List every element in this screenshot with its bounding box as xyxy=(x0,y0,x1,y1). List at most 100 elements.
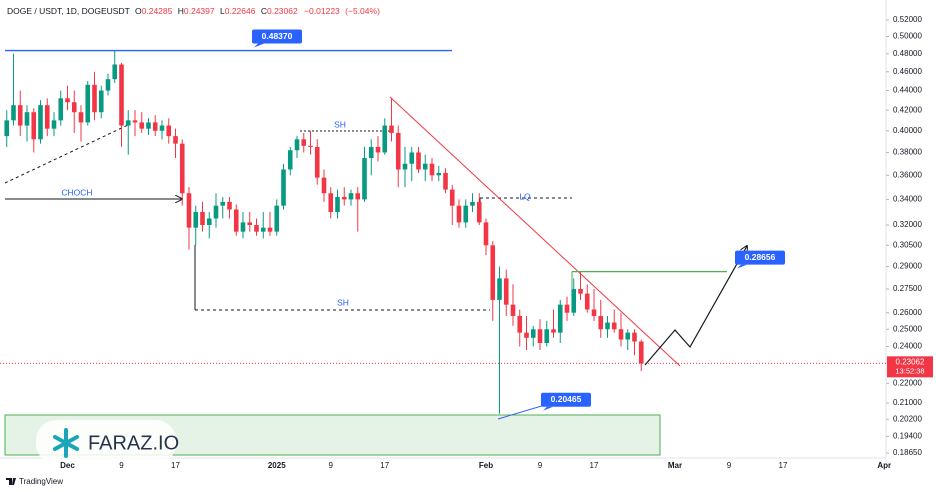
change: −0.01223 xyxy=(304,6,340,16)
y-tick-label: 0.24000 xyxy=(893,342,922,351)
x-tick-label: Mar xyxy=(668,461,682,470)
candle-body xyxy=(152,122,158,131)
x-tick-label: Dec xyxy=(60,461,75,470)
candle-body xyxy=(510,304,516,316)
candle-body xyxy=(17,105,23,126)
candle-body xyxy=(321,177,327,194)
symbol-title: DOGE / USDT, 1D, DOGEUSDT xyxy=(7,6,130,16)
level-label: 0.20465 xyxy=(551,394,582,404)
candle-body xyxy=(584,293,590,310)
ohlc-value: 0.24397 xyxy=(184,6,215,16)
candle-body xyxy=(503,278,509,305)
candle-body xyxy=(125,120,131,126)
candle-body xyxy=(4,120,10,137)
candle-body xyxy=(213,205,219,219)
candle-body xyxy=(71,102,77,113)
candle-body xyxy=(24,112,30,126)
level-label-tail xyxy=(254,43,264,48)
candle-body xyxy=(314,146,320,178)
watermark-icon xyxy=(53,428,79,458)
candle-body xyxy=(490,245,496,300)
candle-body xyxy=(166,125,172,137)
candle-body xyxy=(483,222,489,246)
candle-body xyxy=(146,122,151,129)
level-label-box xyxy=(735,250,785,265)
watermark-bg xyxy=(36,420,176,464)
annotation: SH xyxy=(337,297,349,307)
trendline xyxy=(389,96,681,367)
x-tick-label: 9 xyxy=(329,461,334,470)
candle-body xyxy=(463,205,469,223)
candle-body xyxy=(193,212,199,228)
candle-body xyxy=(389,125,394,133)
y-tick-label: 0.48000 xyxy=(893,49,922,58)
candle-body xyxy=(497,278,502,300)
candle-body xyxy=(260,227,266,232)
candle-body xyxy=(112,64,118,80)
candle-body xyxy=(119,64,124,126)
candle-body xyxy=(38,105,43,140)
x-tick-label: Apr xyxy=(877,461,891,470)
candle-body xyxy=(544,329,550,343)
y-tick-label: 0.38000 xyxy=(893,148,922,157)
ohlc-label: H xyxy=(178,6,184,16)
label-connector xyxy=(497,404,546,420)
candle-body xyxy=(625,332,631,340)
price-tag-countdown: 13:52:38 xyxy=(895,366,924,375)
candle-body xyxy=(105,79,111,91)
x-tick-label: 9 xyxy=(119,461,124,470)
candle-body xyxy=(247,222,253,226)
x-tick-label: 17 xyxy=(380,461,389,470)
candle-body xyxy=(530,329,536,338)
candle-body xyxy=(395,132,401,170)
candle-body xyxy=(578,289,583,294)
candle-body xyxy=(571,289,577,313)
candle-body xyxy=(416,152,421,170)
x-tick-label: 2025 xyxy=(268,461,286,470)
footer-text: TradingView xyxy=(19,477,63,486)
candle-body xyxy=(355,193,361,200)
candle-body xyxy=(335,196,340,213)
candle-body xyxy=(11,105,16,121)
candle-body xyxy=(362,158,367,200)
candle-body xyxy=(179,143,185,194)
candle-body xyxy=(422,163,428,170)
level-label: 0.28656 xyxy=(745,252,776,262)
y-tick-label: 0.32000 xyxy=(893,220,922,229)
candle-body xyxy=(591,309,597,316)
y-tick-label: 0.26000 xyxy=(893,308,922,317)
x-tick-label: 9 xyxy=(727,461,732,470)
candle-body xyxy=(348,193,354,200)
candle-body xyxy=(301,139,307,146)
drawings xyxy=(0,0,887,459)
candle-body xyxy=(368,146,374,159)
candle-body xyxy=(186,193,192,228)
ohlc-label: O xyxy=(135,6,142,16)
ohlc-value: 0.22646 xyxy=(225,6,256,16)
candle-body xyxy=(517,315,523,333)
candle-body xyxy=(233,209,239,232)
candle-body xyxy=(51,120,57,129)
candle-body xyxy=(537,329,543,343)
candle-body xyxy=(173,136,178,144)
candle-body xyxy=(227,201,232,210)
candle-body xyxy=(632,332,637,342)
overlay: 0.48370 0.28656 0.20465 xyxy=(0,29,886,411)
candle-body xyxy=(551,329,556,333)
level-label: 0.48370 xyxy=(262,31,293,41)
candle-body xyxy=(564,304,570,313)
candle-body xyxy=(557,304,563,333)
y-tick-label: 0.50000 xyxy=(893,32,922,41)
y-tick-label: 0.46000 xyxy=(893,67,922,76)
y-tick-label: 0.22000 xyxy=(893,378,922,387)
projection-path xyxy=(644,246,747,366)
x-tick-label: 17 xyxy=(779,461,788,470)
y-tick-label: 0.29000 xyxy=(893,262,922,271)
candle-body xyxy=(402,163,408,170)
level-label-box xyxy=(541,392,591,407)
candle-body xyxy=(267,227,273,232)
candle-body xyxy=(449,189,455,206)
candle-body xyxy=(341,196,347,200)
candle-body xyxy=(85,84,91,123)
annotation: CHOCH xyxy=(61,187,92,197)
